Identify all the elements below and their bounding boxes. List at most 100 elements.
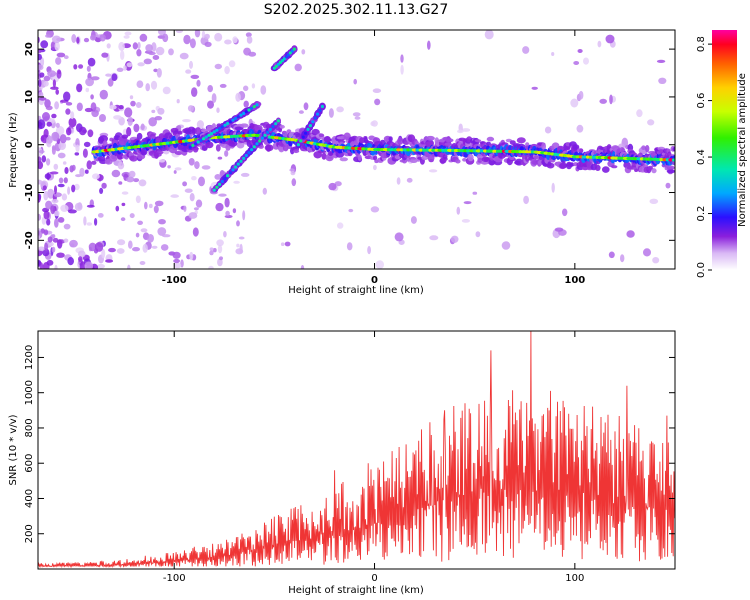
noise-blob — [50, 205, 56, 215]
branch-core — [215, 128, 219, 132]
noise-blob — [79, 261, 86, 269]
branch-core — [263, 133, 267, 137]
band-halo — [455, 159, 461, 164]
band-halo — [657, 146, 666, 151]
noise-blob — [71, 34, 77, 43]
noise-blob — [138, 179, 147, 187]
noise-blob — [38, 150, 45, 154]
noise-blob — [133, 178, 140, 183]
noise-blob — [647, 119, 655, 126]
noise-blob — [208, 265, 214, 269]
band-halo — [215, 144, 221, 152]
noise-blob — [224, 39, 232, 45]
noise-blob — [123, 35, 130, 39]
branch-core — [239, 113, 243, 117]
band-core — [94, 149, 100, 154]
snr-y-tick-label: 600 — [24, 454, 35, 473]
noise-blob — [92, 173, 100, 180]
noise-blob — [400, 54, 404, 63]
band-halo — [651, 168, 657, 174]
branch-core — [234, 116, 238, 120]
snr-axes: -100 0 100 200 400 600 800 1000 1200 — [24, 331, 675, 584]
noise-blob — [212, 248, 217, 253]
branch-core — [308, 124, 312, 128]
noise-blob — [189, 193, 195, 202]
noise-blob — [195, 199, 203, 208]
band-halo — [286, 129, 292, 134]
noise-blob — [235, 92, 241, 102]
band-halo — [102, 140, 108, 147]
noise-blob — [128, 240, 133, 249]
band-core — [361, 147, 366, 151]
spectrogram-x-tick-label: -100 — [162, 275, 187, 286]
noise-blob — [626, 230, 635, 238]
noise-blob — [86, 65, 91, 72]
branch-core — [194, 142, 198, 146]
noise-blob — [118, 41, 125, 51]
noise-blob — [54, 41, 60, 51]
noise-blob — [139, 33, 148, 42]
noise-blob — [84, 107, 93, 113]
noise-blob — [75, 174, 82, 178]
noise-blob — [162, 86, 171, 95]
band-core — [232, 134, 238, 138]
branch-core — [204, 135, 208, 139]
branch-core — [316, 112, 320, 116]
branch-core — [231, 168, 235, 172]
noise-blob — [396, 177, 401, 185]
spectrogram-y-tick-label: -20 — [24, 231, 35, 249]
colorbar-ticks: 0.0 0.2 0.4 0.6 0.8 — [696, 36, 712, 278]
band-halo — [425, 135, 435, 141]
snr-y-label: SNR (10 * v/v) — [8, 414, 19, 485]
branch-core — [299, 139, 303, 143]
noise-blob — [116, 248, 125, 254]
band-halo — [264, 144, 274, 152]
noise-blob — [65, 102, 73, 106]
noise-blob — [161, 234, 171, 238]
noise-blob — [52, 79, 57, 88]
noise-blob — [42, 112, 50, 121]
band-halo — [339, 157, 348, 162]
noise-blob — [135, 232, 140, 238]
noise-blob — [238, 236, 245, 240]
noise-blob — [236, 141, 245, 149]
band-halo — [157, 150, 164, 155]
noise-blob — [240, 172, 250, 177]
band-halo — [357, 154, 362, 161]
band-halo — [572, 144, 580, 150]
noise-blob — [354, 116, 361, 120]
noise-blob — [137, 220, 144, 225]
branch-core — [244, 153, 248, 158]
noise-blob — [209, 250, 214, 256]
noise-blob — [428, 169, 438, 173]
band-core — [662, 158, 667, 162]
noise-blob — [216, 239, 224, 247]
branch-core — [290, 49, 294, 53]
noise-blob — [168, 48, 174, 56]
band-core — [168, 141, 174, 145]
noise-blob — [183, 34, 191, 45]
branch-core — [199, 138, 203, 142]
spectrogram-x-tick-label: 100 — [564, 275, 585, 286]
branch-core — [301, 135, 305, 139]
noise-blob — [38, 156, 42, 163]
noise-blob — [51, 113, 57, 119]
noise-blob — [198, 176, 205, 187]
noise-blob — [70, 111, 75, 120]
noise-blob — [75, 138, 80, 147]
branch-core — [260, 136, 264, 140]
noise-blob — [57, 70, 61, 75]
noise-blob — [135, 102, 142, 108]
noise-blob — [204, 33, 210, 40]
branch-core — [226, 121, 230, 126]
branch-core — [234, 165, 238, 169]
noise-blob — [191, 176, 197, 181]
band-halo — [672, 146, 675, 152]
noise-blob — [85, 87, 90, 93]
noise-blob — [193, 207, 199, 211]
noise-blob — [300, 265, 305, 269]
noise-blob — [109, 104, 117, 110]
branch-core — [292, 47, 296, 51]
noise-blob — [232, 208, 237, 214]
noise-blob — [53, 210, 60, 217]
